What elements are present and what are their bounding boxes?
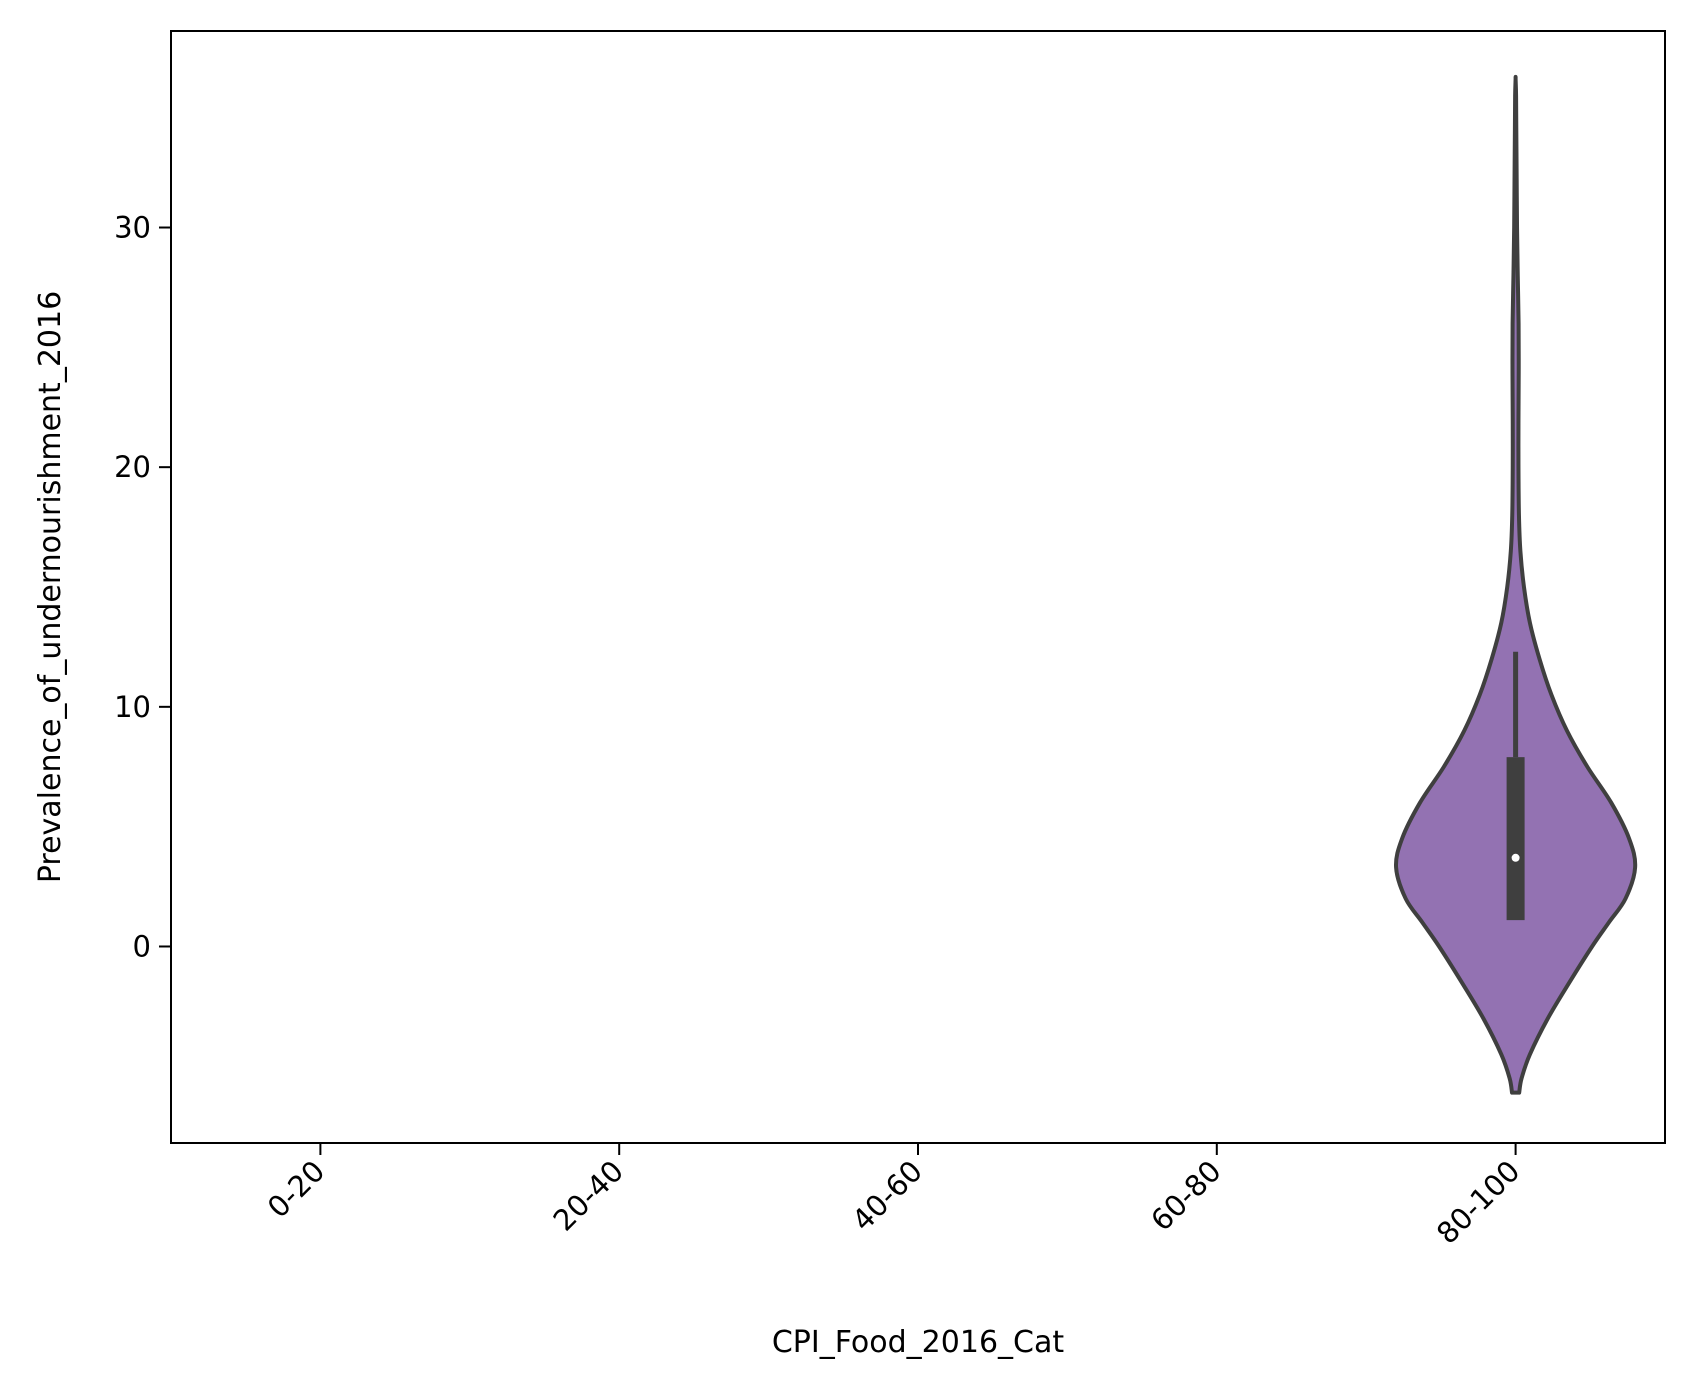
violin-iqr-box xyxy=(1506,757,1525,921)
x-axis-label: CPI_Food_2016_Cat xyxy=(772,1325,1065,1360)
violin-body xyxy=(1394,74,1638,1095)
y-tick-label: 30 xyxy=(114,211,151,245)
plot-area-frame xyxy=(170,30,1666,1144)
y-tick-label: 20 xyxy=(114,450,151,484)
violin-median-point xyxy=(1511,853,1520,862)
y-tick-label: 0 xyxy=(133,929,151,963)
y-tick-label: 10 xyxy=(114,690,151,724)
y-axis-ticks: 0 10 20 30 xyxy=(114,211,171,963)
y-axis-label: Prevalence_of_undernourishment_2016 xyxy=(33,291,68,883)
violins-layer xyxy=(1394,74,1638,1095)
